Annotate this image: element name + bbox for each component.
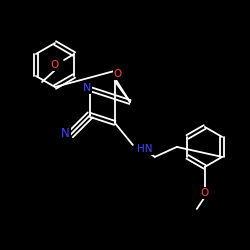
Text: O: O: [201, 188, 209, 198]
Text: N: N: [83, 83, 92, 93]
Text: N: N: [61, 127, 70, 140]
Text: O: O: [50, 60, 58, 70]
Text: HN: HN: [137, 144, 152, 154]
Text: O: O: [114, 69, 122, 79]
